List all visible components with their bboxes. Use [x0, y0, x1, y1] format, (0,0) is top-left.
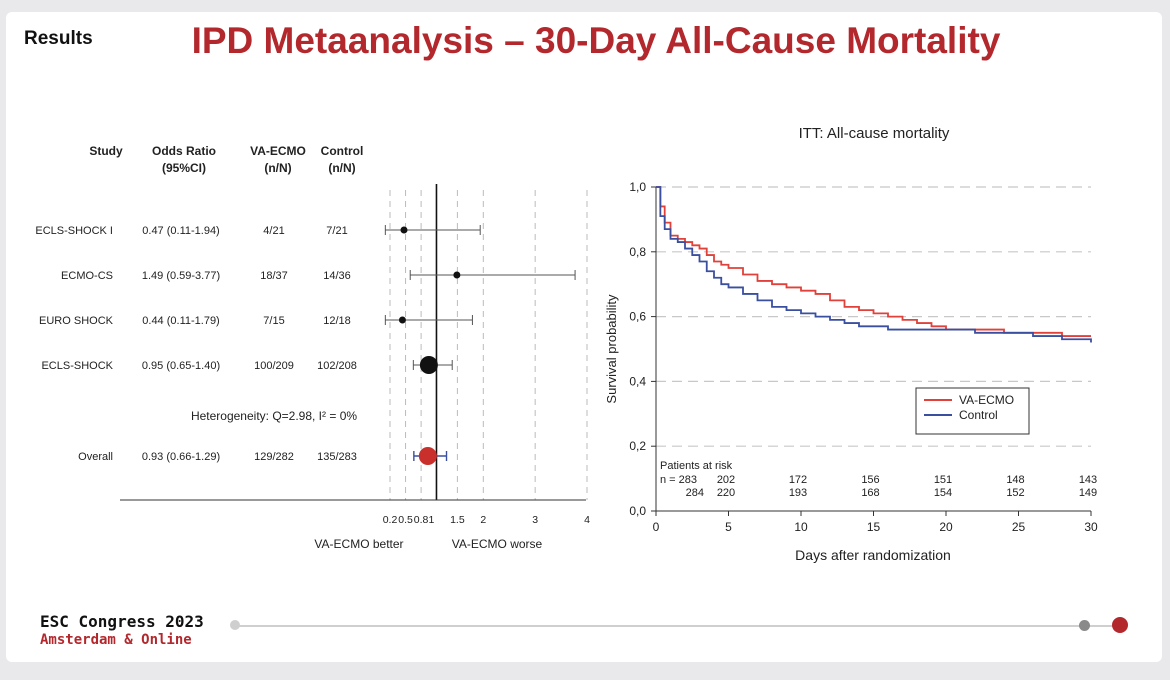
km-x-tick-label-3: 15 [867, 520, 881, 534]
progress-mid-dot [1079, 620, 1090, 631]
km-series-control [656, 186, 1092, 343]
footer-progress-line [236, 625, 1116, 627]
km-x-tick-label-4: 20 [939, 520, 953, 534]
risk-row-0-value-3: 151 [934, 474, 952, 486]
forest-header-5: Control [321, 144, 364, 158]
study-va-0: 4/21 [263, 225, 284, 237]
slide-title: IPD Metaanalysis – 30-Day All-Cause Mort… [191, 20, 1001, 61]
forest-tick-label-0: 0.2 [383, 514, 398, 526]
km-ylabel: Survival probability [604, 294, 619, 404]
study-control-2: 12/18 [323, 315, 351, 327]
slide: Results IPD Metaanalysis – 30-Day All-Ca… [6, 12, 1162, 662]
km-x-tick-label-2: 10 [794, 520, 808, 534]
forest-header-1: Odds Ratio [152, 144, 216, 158]
footer-congress-location: Amsterdam & Online [40, 632, 192, 648]
km-y-tick-label-2: 0,4 [629, 374, 646, 388]
km-x-tick-label-6: 30 [1084, 520, 1098, 534]
forest-header-0: Study [89, 144, 123, 158]
study-name-3: ECLS-SHOCK [41, 360, 113, 372]
forest-header-6: (n/N) [328, 161, 355, 175]
risk-row-0-value-4: 148 [1006, 474, 1024, 486]
km-survival-chart: ITT: All-cause mortality 0,0 0,2 0,4 0,6 0,8 1… [604, 125, 1098, 563]
study-va-3: 100/209 [254, 360, 294, 372]
overall-name: Overall [78, 451, 113, 463]
km-y-tick-label-4: 0,8 [629, 245, 646, 259]
study-or-label-3: 0.95 (0.65-1.40) [142, 360, 220, 372]
risk-row-1-value-1: 193 [789, 487, 807, 499]
km-y-tick-label-5: 1,0 [629, 180, 646, 194]
risk-row-1-value-0: 220 [717, 487, 735, 499]
risk-table-label: Patients at risk [660, 460, 733, 472]
study-point-1 [453, 271, 461, 279]
study-point-2 [398, 316, 406, 324]
risk-row-0-value-5: 143 [1079, 474, 1097, 486]
overall-or-label: 0.93 (0.66-1.29) [142, 451, 220, 463]
km-x-tick-label-1: 5 [725, 520, 732, 534]
forest-header-4: (n/N) [264, 161, 291, 175]
forest-tick-label-7: 4 [584, 514, 590, 526]
footer-congress-name: ESC Congress 2023 [40, 612, 204, 631]
forest-tick-label-1: 0.5 [398, 514, 413, 526]
study-control-0: 7/21 [326, 225, 347, 237]
risk-row-0-value-0: 202 [717, 474, 735, 486]
study-point-0 [400, 226, 408, 234]
km-x-tick-label-5: 25 [1012, 520, 1026, 534]
risk-row-0-value-2: 156 [861, 474, 879, 486]
risk-row-1-value-2: 168 [861, 487, 879, 499]
risk-row-0-value-1: 172 [789, 474, 807, 486]
forest-plot: Study Odds Ratio (95%CI) VA-ECMO (n/N) Contro… [35, 144, 590, 551]
km-x-tick-label-0: 0 [653, 520, 660, 534]
km-y-tick-label-0: 0,0 [629, 504, 646, 518]
forest-tick-label-6: 3 [532, 514, 538, 526]
section-label: Results [24, 28, 93, 49]
study-control-3: 102/208 [317, 360, 357, 372]
study-name-0: ECLS-SHOCK I [35, 225, 113, 237]
study-or-label-0: 0.47 (0.11-1.94) [142, 225, 219, 237]
km-y-tick-label-3: 0,6 [629, 310, 646, 324]
overall-point [418, 447, 437, 465]
study-name-1: ECMO-CS [61, 270, 113, 282]
forest-xlabel-left: VA-ECMO better [314, 537, 403, 551]
km-legend-label-1: Control [959, 408, 998, 422]
progress-current-dot [1112, 617, 1128, 633]
km-y-tick-label-1: 0,2 [629, 439, 646, 453]
study-control-1: 14/36 [323, 270, 351, 282]
km-legend-label-0: VA-ECMO [959, 393, 1014, 407]
risk-row-1-value-5: 149 [1079, 487, 1097, 499]
forest-tick-label-2: 0.8 [414, 514, 429, 526]
km-series-va-ecmo [656, 186, 1091, 337]
heterogeneity-text: Heterogeneity: Q=2.98, I² = 0% [191, 409, 357, 423]
risk-row-prefix-0: n = 283 [660, 474, 697, 486]
overall-va: 129/282 [254, 451, 294, 463]
study-or-label-1: 1.49 (0.59-3.77) [142, 270, 220, 282]
forest-xlabel-right: VA-ECMO worse [452, 537, 543, 551]
risk-row-1-value-4: 152 [1006, 487, 1024, 499]
risk-row-1-value-3: 154 [934, 487, 952, 499]
overall-control: 135/283 [317, 451, 357, 463]
forest-tick-label-3: 1 [429, 514, 435, 526]
km-title: ITT: All-cause mortality [799, 125, 950, 142]
forest-header-3: VA-ECMO [250, 144, 306, 158]
study-or-label-2: 0.44 (0.11-1.79) [142, 315, 219, 327]
forest-tick-label-5: 2 [480, 514, 486, 526]
km-legend-box [915, 387, 1030, 435]
progress-start-dot [230, 620, 240, 630]
km-xlabel: Days after randomization [795, 547, 951, 563]
forest-header-2: (95%CI) [162, 161, 206, 175]
study-name-2: EURO SHOCK [39, 315, 114, 327]
study-va-2: 7/15 [263, 315, 284, 327]
study-point-3 [419, 356, 438, 374]
risk-row-prefix-1: 284 [686, 487, 704, 499]
forest-tick-label-4: 1.5 [450, 514, 465, 526]
study-va-1: 18/37 [260, 270, 288, 282]
